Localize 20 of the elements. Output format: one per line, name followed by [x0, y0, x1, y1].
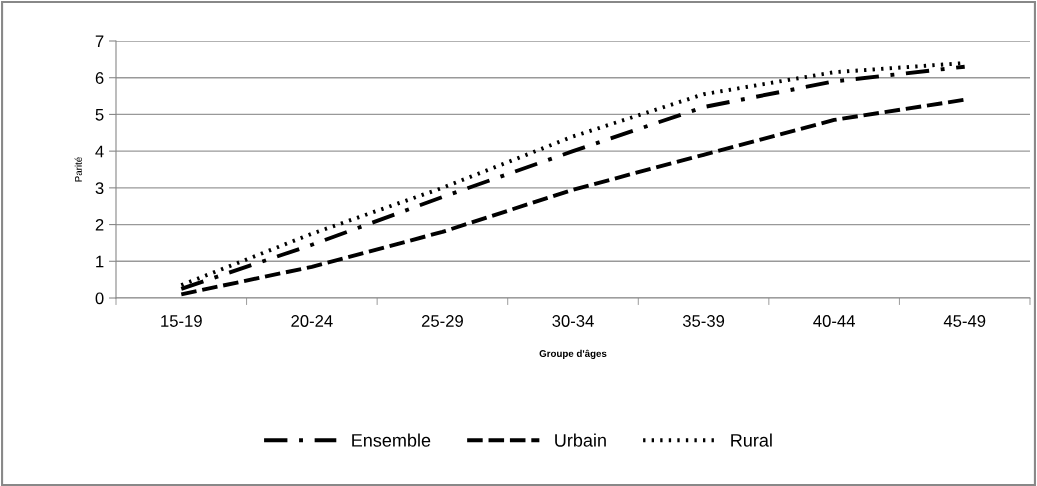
y-tick-label: 6 — [95, 72, 104, 84]
legend-label: Rural — [731, 433, 772, 447]
y-axis-title: Parité — [74, 157, 82, 182]
y-tick-label: 1 — [96, 255, 104, 268]
y-tick-label: 0 — [95, 292, 104, 305]
x-axis-title: Groupe d'âges — [539, 349, 607, 359]
y-tick-label: 5 — [95, 109, 104, 121]
x-tick-label: 25-29 — [421, 315, 463, 327]
x-tick-label: 20-24 — [291, 315, 333, 327]
legend-label: Urbain — [555, 433, 606, 447]
y-tick-label: 7 — [95, 35, 104, 48]
x-tick-label: 15-19 — [161, 315, 202, 327]
x-tick-label: 40-44 — [813, 315, 855, 327]
x-tick-label: 30-34 — [552, 315, 594, 327]
y-tick-label: 3 — [95, 182, 104, 195]
y-tick-label: 4 — [95, 145, 104, 158]
x-tick-label: 45-49 — [943, 315, 986, 327]
y-tick-label: 2 — [95, 218, 104, 231]
legend-label: Ensemble — [352, 433, 431, 447]
x-tick-label: 35-39 — [682, 315, 725, 327]
